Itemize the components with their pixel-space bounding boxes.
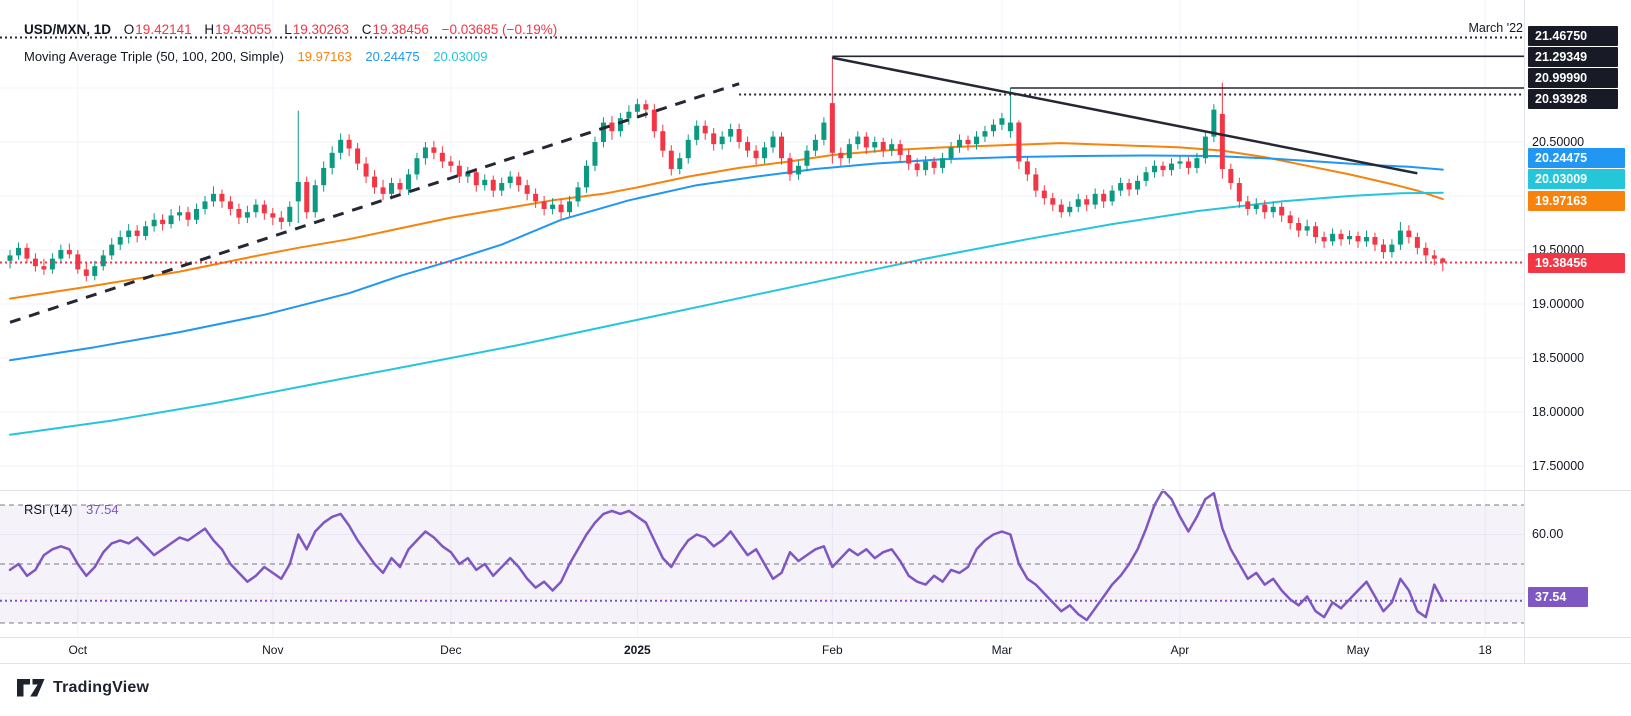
tradingview-logo-icon xyxy=(17,679,45,697)
price-badge: 19.97163 xyxy=(1528,191,1625,211)
time-axis-label[interactable]: May xyxy=(1346,643,1370,657)
indicator-legend[interactable]: Moving Average Triple (50, 100, 200, Sim… xyxy=(24,49,487,64)
rsi-legend[interactable]: RSI (14) 37.54 xyxy=(24,502,119,517)
axis-separator-vertical xyxy=(1524,0,1525,663)
price-axis-label: 18.50000 xyxy=(1532,351,1585,365)
close-value: 19.38456 xyxy=(372,22,429,37)
price-axis-label: 19.00000 xyxy=(1532,297,1585,311)
time-axis-label[interactable]: Feb xyxy=(822,643,843,657)
tradingview-logo-text: TradingView xyxy=(53,679,150,696)
rsi-indicator-name[interactable]: RSI (14) xyxy=(24,502,73,517)
moving-average-lines xyxy=(9,142,1444,436)
time-axis-label[interactable]: Nov xyxy=(262,643,284,657)
candlestick-series xyxy=(7,56,1446,282)
price-badge: 20.93928 xyxy=(1528,89,1618,109)
rsi-line xyxy=(0,489,1524,622)
price-badge: 21.46750 xyxy=(1528,26,1618,46)
time-axis-label[interactable]: 2025 xyxy=(624,643,651,657)
gridlines xyxy=(0,0,1524,637)
symbol-legend[interactable]: USD/MXN, 1D O19.42141 H19.43055 L19.3026… xyxy=(24,22,557,37)
trendlines-and-levels xyxy=(0,36,1524,324)
high-label: H xyxy=(204,22,215,37)
price-badge: 20.03009 xyxy=(1528,169,1625,189)
price-badge: 20.24475 xyxy=(1528,148,1625,168)
rsi-value: 37.54 xyxy=(86,502,119,517)
time-axis-label[interactable]: Mar xyxy=(991,643,1013,657)
price-badge: 37.54 xyxy=(1528,587,1588,607)
rsi-band xyxy=(0,504,1524,624)
time-axis-label[interactable]: 18 xyxy=(1478,643,1492,657)
chart-surface[interactable] xyxy=(0,0,1524,663)
price-axis-label: 17.50000 xyxy=(1532,459,1585,473)
chart-bottom-border xyxy=(0,663,1631,664)
price-axis-label: 60.00 xyxy=(1532,527,1564,541)
pane-separator[interactable] xyxy=(0,490,1631,491)
price-badge: 20.99990 xyxy=(1528,68,1618,88)
low-label: L xyxy=(284,22,292,37)
ma100-value: 20.24475 xyxy=(365,49,420,64)
time-axis-label[interactable]: Oct xyxy=(68,643,88,657)
price-axis-label: 18.00000 xyxy=(1532,405,1585,419)
symbol-title[interactable]: USD/MXN, 1D xyxy=(24,22,112,37)
price-badge: 21.29349 xyxy=(1528,47,1618,67)
price-axis-label: 20.50000 xyxy=(1532,135,1585,149)
indicator-name[interactable]: Moving Average Triple (50, 100, 200, Sim… xyxy=(24,49,284,64)
low-value: 19.30263 xyxy=(292,22,350,37)
high-value: 19.43055 xyxy=(215,22,272,37)
time-axis-label[interactable]: Apr xyxy=(1170,643,1190,657)
open-value: 19.42141 xyxy=(135,22,192,37)
time-axis[interactable]: Oct Nov Dec 2025 Feb Mar Apr May 18 xyxy=(0,637,1524,663)
ma50-value: 19.97163 xyxy=(297,49,352,64)
price-axis[interactable]: 20.50000 19.50000 19.00000 18.50000 18.00000… xyxy=(1524,0,1631,663)
level-date-label: March '22 xyxy=(1468,21,1524,35)
price-badge: 19.38456 xyxy=(1528,253,1625,273)
change-value: −0.03685 (−0.19%) xyxy=(441,22,558,37)
open-label: O xyxy=(123,22,135,37)
time-axis-label[interactable]: Dec xyxy=(440,643,462,657)
time-axis-separator xyxy=(0,637,1631,638)
ma200-value: 20.03009 xyxy=(433,49,488,64)
close-label: C xyxy=(361,22,372,37)
tradingview-branding[interactable]: TradingView xyxy=(16,678,149,698)
